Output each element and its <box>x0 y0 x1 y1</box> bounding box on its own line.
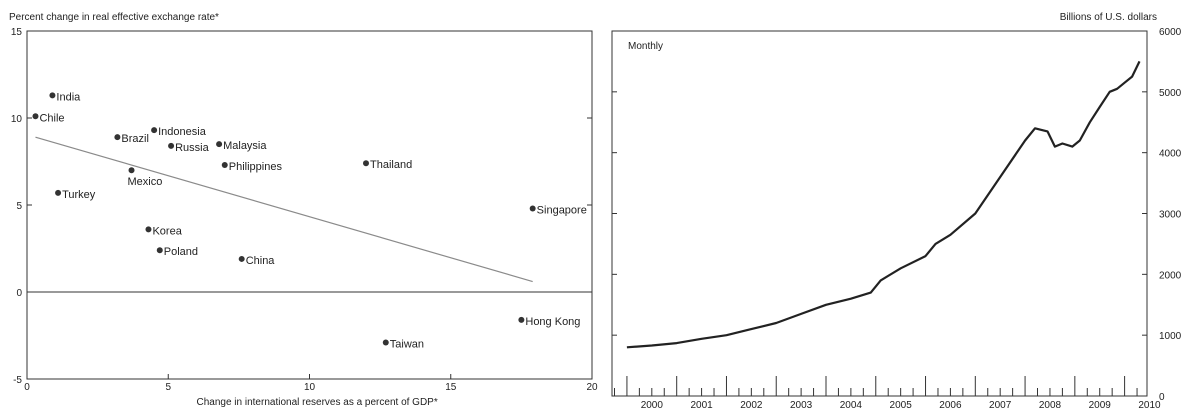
data-point <box>216 141 223 148</box>
point-label: Singapore <box>537 204 587 216</box>
point-label: Malaysia <box>223 140 267 152</box>
y-tick-label: 0 <box>1159 392 1165 403</box>
data-point <box>529 205 536 212</box>
y-axis-label: Percent change in real effective exchang… <box>9 12 219 23</box>
x-tick-label: 0 <box>24 382 30 393</box>
x-tick-label: 2003 <box>790 400 813 411</box>
x-tick-label: 15 <box>445 382 457 393</box>
y-tick-label: 5 <box>16 201 22 212</box>
x-tick-label: 2007 <box>989 400 1012 411</box>
x-tick-label: 2006 <box>939 400 962 411</box>
x-tick-label: 2010 <box>1138 400 1161 411</box>
data-point <box>55 189 62 196</box>
point-label: Russia <box>175 142 210 154</box>
y-tick-label: 2000 <box>1159 270 1182 281</box>
data-point <box>114 134 121 141</box>
y-tick-label: 15 <box>11 27 23 38</box>
point-label: Brazil <box>121 133 149 145</box>
x-tick-label: 2001 <box>690 400 713 411</box>
data-point <box>168 142 175 149</box>
y-tick-label: 0 <box>16 288 22 299</box>
y-tick-label: 5000 <box>1159 88 1182 99</box>
data-point <box>156 247 163 254</box>
x-axis-label: Change in international reserves as a pe… <box>197 397 438 408</box>
point-label: Chile <box>39 112 64 124</box>
point-label: China <box>246 255 276 267</box>
data-point <box>32 113 39 120</box>
point-label: Hong Kong <box>525 316 580 328</box>
trend-line <box>35 136 533 283</box>
x-tick-label: 2009 <box>1089 400 1112 411</box>
y-tick-label: 3000 <box>1159 210 1182 221</box>
x-tick-label: 5 <box>165 382 171 393</box>
data-point <box>363 160 369 167</box>
x-tick-label: 10 <box>304 382 316 393</box>
data-point <box>382 339 389 346</box>
x-tick-label: 2000 <box>641 400 664 411</box>
y-tick-label: 1000 <box>1159 331 1182 342</box>
x-tick-label: 2005 <box>890 400 913 411</box>
plot-frame <box>26 30 593 380</box>
data-point <box>221 161 228 168</box>
data-point <box>49 92 56 99</box>
data-point <box>151 127 158 134</box>
series-line <box>626 60 1141 349</box>
point-label: Indonesia <box>158 126 207 138</box>
x-tick-label: 2008 <box>1039 400 1062 411</box>
data-point <box>238 255 245 262</box>
point-label: Mexico <box>128 176 163 188</box>
y-tick-label: 6000 <box>1159 27 1182 38</box>
point-label: Turkey <box>62 189 96 201</box>
point-label: Taiwan <box>390 338 424 350</box>
reserves-line-chart: 0 1000 2000 3000 4000 5000 6000 2000 2001 2002 200… <box>611 12 1182 411</box>
x-tick-label: 20 <box>586 382 598 393</box>
y-tick-label: 10 <box>11 114 23 125</box>
data-point <box>128 167 135 174</box>
point-label: Poland <box>164 246 198 258</box>
point-label: India <box>56 91 81 103</box>
point-label: Thailand <box>370 159 412 171</box>
x-tick-label: 2002 <box>740 400 763 411</box>
y-axis-label: Billions of U.S. dollars <box>1060 12 1157 23</box>
y-tick-label: -5 <box>13 375 22 386</box>
data-point <box>145 226 152 233</box>
x-tick-label: 2004 <box>840 400 863 411</box>
point-label: Korea <box>152 225 182 237</box>
data-point <box>518 316 525 323</box>
point-label: Philippines <box>229 161 283 173</box>
y-tick-label: 4000 <box>1159 149 1182 160</box>
monthly-annotation: Monthly <box>628 41 663 52</box>
